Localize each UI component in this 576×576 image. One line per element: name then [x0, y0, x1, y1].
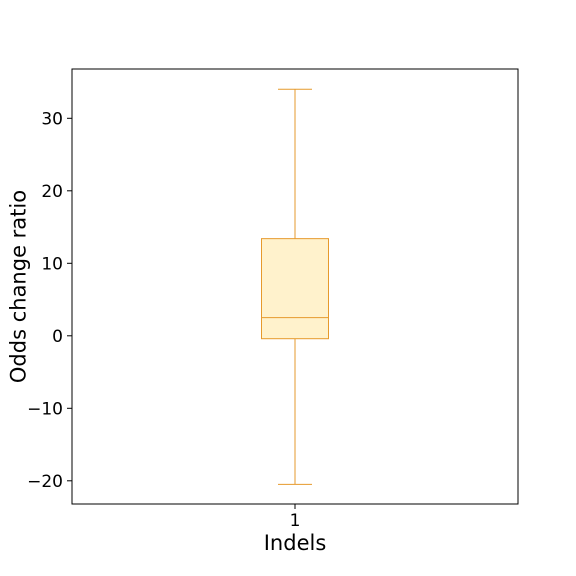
box-group	[261, 88, 329, 485]
y-axis-ticks: −20 −10 0 10 20 30	[27, 109, 72, 492]
y-tick-label: −10	[27, 399, 63, 419]
y-tick-label: 20	[41, 182, 63, 202]
x-axis-label: Indels	[264, 531, 327, 555]
x-axis-ticks: 1	[290, 504, 301, 531]
y-tick-label: 0	[52, 327, 63, 347]
y-tick-label: −20	[27, 472, 63, 492]
plot-frame	[71, 68, 519, 505]
box-layer	[261, 88, 329, 485]
y-axis-label: Odds change ratio	[6, 190, 30, 383]
y-tick-label: 30	[41, 109, 63, 129]
y-tick-label: 10	[41, 254, 63, 274]
x-tick-label: 1	[290, 511, 301, 531]
iqr-box	[261, 238, 329, 340]
